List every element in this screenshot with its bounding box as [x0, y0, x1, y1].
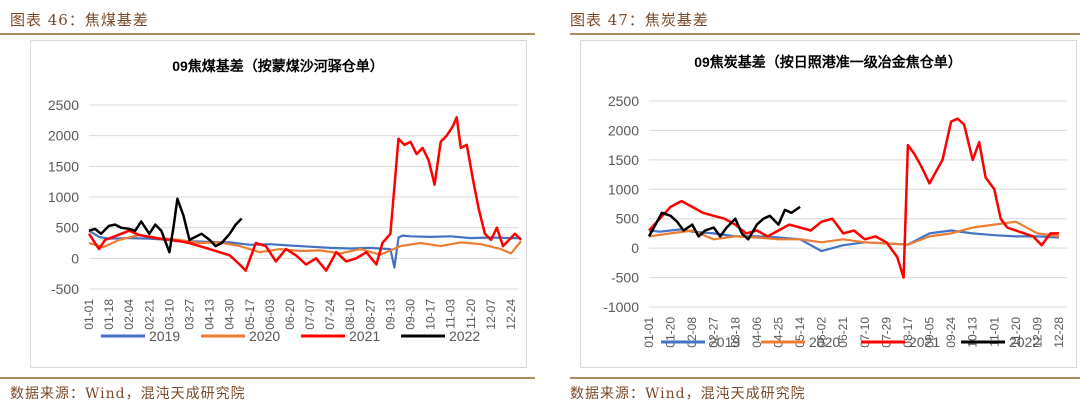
chart-frame: 09焦炭基差（按日照港准一级冶金焦仓单） 2500 2000 1500 1000 500 0… [580, 40, 1077, 368]
x-tick-label: 04-13 [203, 299, 217, 330]
x-tick-label: 02-04 [122, 299, 136, 330]
x-tick-label: 04-30 [223, 299, 237, 330]
x-tick-label: 02-21 [142, 299, 156, 330]
y-tick-label: 1000 [608, 181, 639, 197]
legend-label: 2021 [909, 334, 940, 350]
x-tick-label: 11-03 [444, 299, 458, 329]
y-tick-label: -1000 [603, 299, 639, 315]
top-rule [0, 33, 535, 35]
legend-label: 2020 [249, 328, 280, 344]
x-tick-label: 02-27 [707, 317, 721, 348]
x-tick-label: 09-13 [383, 299, 397, 330]
x-tick-label: 01-20 [664, 317, 678, 348]
x-tick-label: 09-05 [923, 317, 937, 348]
x-tick-label: 07-07 [303, 299, 317, 330]
x-tick-label: 03-27 [182, 299, 196, 330]
x-tick-label: 10-13 [966, 317, 980, 348]
y-tick-label: 500 [56, 220, 80, 236]
chart-title: 09焦煤基差（按蒙煤沙河驿仓单） [172, 58, 384, 74]
panel-left: 图表 46：焦煤基差 09焦煤基差（按蒙煤沙河驿仓单） 2500 2000 1500 1… [0, 11, 535, 402]
x-tick-label: 01-01 [82, 299, 96, 330]
x-tick-label: 09-24 [944, 317, 958, 348]
y-tick-label: 1500 [48, 158, 79, 174]
y-tick-label: 2000 [48, 128, 79, 144]
chart-frame: 09焦煤基差（按蒙煤沙河驿仓单） 2500 2000 1500 1000 500 0 -500… [30, 40, 527, 368]
x-tick-label: 06-20 [283, 299, 297, 330]
series-line-2021 [648, 117, 1059, 279]
top-rule [570, 33, 1080, 35]
x-tick-label: 05-17 [243, 299, 257, 330]
x-tick-label: 10-17 [424, 299, 438, 330]
panel-right: 图表 47：焦炭基差 09焦炭基差（按日照港准一级冶金焦仓单） 2500 2000 1… [540, 0, 1080, 406]
legend-label: 2022 [1009, 334, 1040, 350]
x-tick-label: 02-08 [685, 317, 699, 348]
figure-label: 图表 47：焦炭基差 [570, 11, 709, 29]
series-line-2020 [648, 220, 1060, 246]
x-tick-label: 06-21 [836, 317, 850, 348]
series-line-2022 [647, 205, 801, 241]
x-tick-label: 11-20 [1009, 317, 1023, 347]
y-tick-label: 2500 [608, 93, 639, 109]
y-tick-label: 1500 [608, 152, 639, 168]
y-tick-label: 0 [631, 240, 639, 256]
x-tick-label: 12-07 [484, 299, 498, 330]
x-tick-label: 01-01 [642, 317, 656, 348]
source-note: 数据来源：Wind，混沌天成研究院 [570, 386, 806, 402]
chart-coking-coal-basis: 09焦煤基差（按蒙煤沙河驿仓单） 2500 2000 1500 1000 500 0 -500… [48, 58, 522, 344]
y-tick-label: 2000 [608, 122, 639, 138]
legend-label: 2019 [709, 334, 740, 350]
x-tick-label: 08-17 [901, 317, 915, 348]
figure-label: 图表 46：焦煤基差 [10, 11, 149, 29]
source-note: 数据来源：Wind，混沌天成研究院 [10, 386, 246, 402]
y-tick-label: 500 [616, 211, 640, 227]
x-tick-label: 03-10 [162, 299, 176, 330]
x-tick-label: 11-01 [987, 317, 1001, 347]
x-tick-label: 11-20 [464, 299, 478, 329]
y-tick-label: 0 [71, 250, 79, 266]
x-tick-label: 12-09 [1030, 317, 1044, 348]
x-tick-label: 08-10 [343, 299, 357, 330]
x-tick-label: 07-29 [879, 317, 893, 348]
x-tick-label: 05-14 [793, 317, 807, 348]
bottom-rule [0, 377, 535, 379]
x-tick-label: 12-28 [1052, 317, 1066, 348]
x-tick-label: 08-27 [363, 299, 377, 330]
y-tick-label: 1000 [48, 189, 79, 205]
bottom-rule [570, 377, 1080, 379]
y-tick-label: 2500 [48, 97, 79, 113]
series-line-2021 [87, 116, 522, 272]
x-tick-label: 07-10 [858, 317, 872, 348]
y-tick-label: -500 [611, 270, 639, 286]
y-tick-label: -500 [51, 281, 79, 297]
legend-label: 2021 [349, 328, 380, 344]
chart-coke-basis: 09焦炭基差（按日照港准一级冶金焦仓单） 2500 2000 1500 1000 500 0… [603, 54, 1067, 350]
x-tick-label: 09-30 [404, 299, 418, 330]
x-tick-label: 12-24 [504, 299, 518, 330]
x-tick-label: 06-03 [263, 299, 277, 330]
chart-title: 09焦炭基差（按日照港准一级冶金焦仓单） [694, 54, 962, 70]
x-tick-label: 07-24 [323, 299, 337, 330]
x-tick-label: 04-25 [771, 317, 785, 348]
legend-label: 2020 [809, 334, 840, 350]
legend-label: 2019 [149, 328, 180, 344]
x-tick-label: 04-06 [750, 317, 764, 348]
x-tick-label: 01-18 [102, 299, 116, 330]
x-tick-label: 06-02 [815, 317, 829, 348]
legend-label: 2022 [449, 328, 480, 344]
x-tick-label: 03-18 [728, 317, 742, 348]
series-line-2022 [88, 197, 243, 254]
